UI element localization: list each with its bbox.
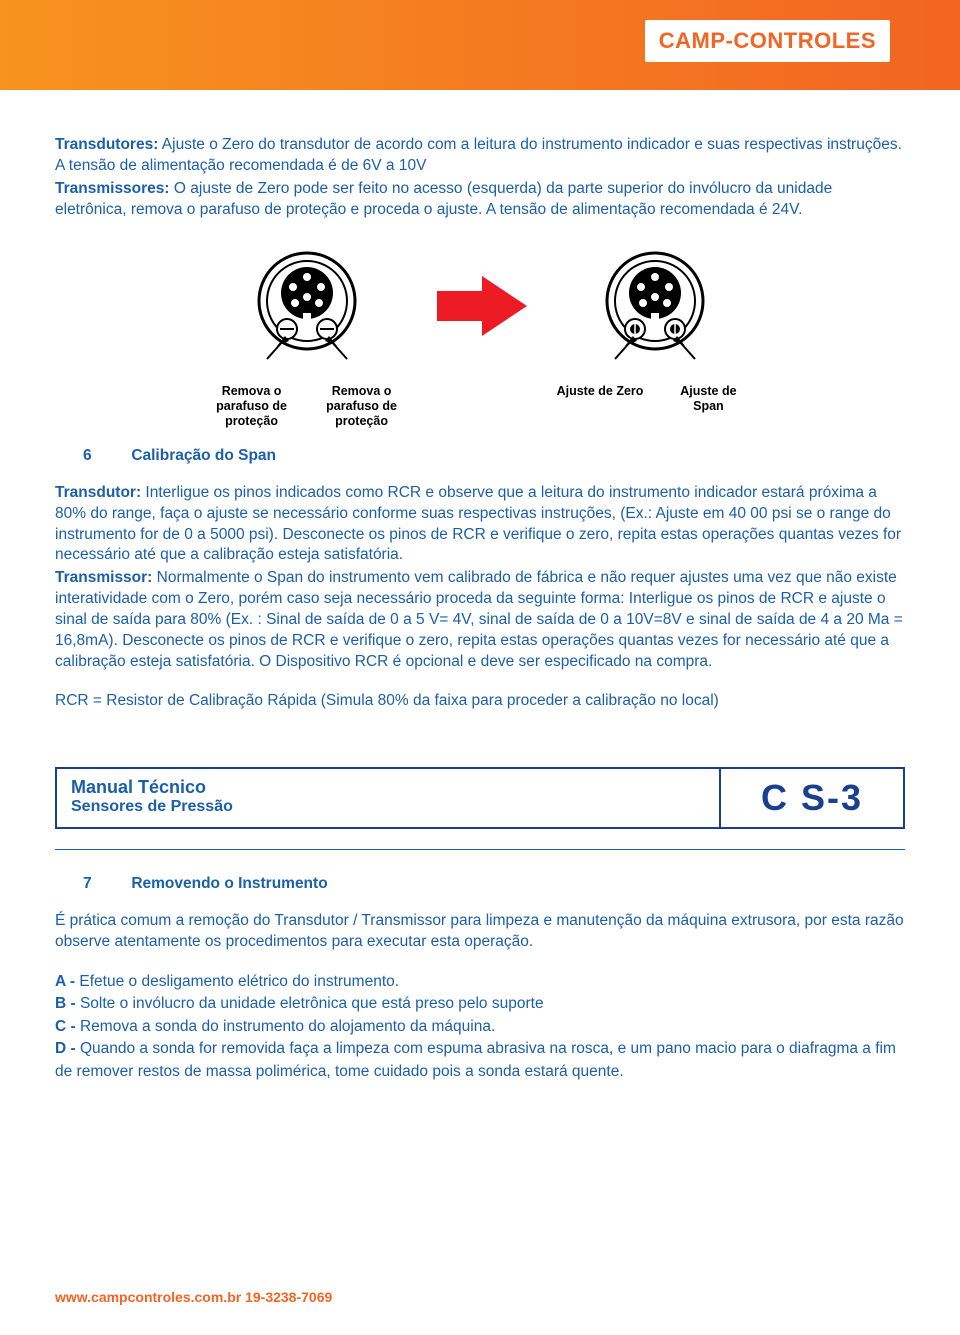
manual-title-1: Manual Técnico bbox=[71, 777, 705, 798]
s7-item-d: D - Quando a sonda for removida faça a l… bbox=[55, 1038, 905, 1083]
s7-item-a-key: A - bbox=[55, 973, 79, 990]
transdutores-label: Transdutores: bbox=[55, 136, 158, 153]
s6-transdutor-text: Interligue os pinos indicados como RCR e… bbox=[55, 484, 901, 564]
connector-before: Remova o parafuso de proteção Remova o p… bbox=[207, 251, 407, 429]
s7-item-c-key: C - bbox=[55, 1018, 80, 1035]
section6-num: 6 bbox=[83, 447, 127, 465]
arrow-block bbox=[437, 251, 527, 361]
section7-list: A - Efetue o desligamento elétrico do in… bbox=[55, 971, 905, 1083]
manual-box-right: C S-3 bbox=[719, 769, 903, 827]
divider bbox=[55, 849, 905, 850]
section7-title: Removendo o Instrumento bbox=[131, 875, 327, 892]
s7-item-c: C - Remova a sonda do instrumento do alo… bbox=[55, 1016, 905, 1038]
arrow-icon bbox=[437, 276, 527, 336]
s7-item-c-text: Remova a sonda do instrumento do alojame… bbox=[80, 1018, 495, 1035]
connector-after: Ajuste de Zero Ajuste de Span bbox=[557, 251, 754, 414]
label-remove-screw-2: Remova o parafuso de proteção bbox=[317, 384, 407, 429]
logo-text: CAMP-CONTROLES bbox=[659, 28, 876, 53]
section7-intro: É prática comum a remoção do Transdutor … bbox=[55, 911, 905, 953]
section6-rcr-note: RCR = Resistor de Calibração Rápida (Sim… bbox=[55, 691, 905, 712]
s7-item-b-key: B - bbox=[55, 995, 80, 1012]
s6-transmissor-text: Normalmente o Span do instrumento vem ca… bbox=[55, 569, 903, 670]
page-content: Transdutores: Ajuste o Zero do transduto… bbox=[0, 90, 960, 1083]
section7-heading: 7 Removendo o Instrumento bbox=[83, 875, 905, 893]
footer-text: www.campcontroles.com.br 19-3238-7069 bbox=[55, 1289, 332, 1305]
label-adjust-zero: Ajuste de Zero bbox=[557, 384, 644, 414]
section6-title: Calibração do Span bbox=[131, 447, 276, 464]
manual-box-left: Manual Técnico Sensores de Pressão bbox=[57, 769, 719, 827]
section6-transmissor: Transmissor: Normalmente o Span do instr… bbox=[55, 568, 905, 673]
s7-item-a: A - Efetue o desligamento elétrico do in… bbox=[55, 971, 905, 993]
logo-box: CAMP-CONTROLES bbox=[645, 20, 890, 62]
transmissores-label: Transmissores: bbox=[55, 180, 170, 197]
label-remove-screw-1: Remova o parafuso de proteção bbox=[207, 384, 297, 429]
section7-num: 7 bbox=[83, 875, 127, 893]
manual-code: C S-3 bbox=[761, 777, 863, 819]
connector-before-labels: Remova o parafuso de proteção Remova o p… bbox=[207, 384, 407, 429]
manual-title-2: Sensores de Pressão bbox=[71, 798, 705, 816]
s7-item-b-text: Solte o invólucro da unidade eletrônica … bbox=[80, 995, 544, 1012]
connector-before-svg bbox=[217, 251, 397, 376]
section6-transdutor: Transdutor: Interligue os pinos indicado… bbox=[55, 483, 905, 567]
s7-item-d-text: Quando a sonda for removida faça a limpe… bbox=[55, 1040, 896, 1079]
section6-heading: 6 Calibração do Span bbox=[83, 447, 905, 465]
connector-after-svg bbox=[565, 251, 745, 376]
s7-item-a-text: Efetue o desligamento elétrico do instru… bbox=[79, 973, 399, 990]
intro-transmissores: Transmissores: O ajuste de Zero pode ser… bbox=[55, 179, 905, 221]
manual-box: Manual Técnico Sensores de Pressão C S-3 bbox=[55, 767, 905, 829]
s6-transdutor-label: Transdutor: bbox=[55, 484, 141, 501]
s6-transmissor-label: Transmissor: bbox=[55, 569, 152, 586]
connector-after-labels: Ajuste de Zero Ajuste de Span bbox=[557, 384, 754, 414]
label-adjust-span: Ajuste de Span bbox=[663, 384, 753, 414]
s7-item-d-key: D - bbox=[55, 1040, 80, 1057]
transmissores-text: O ajuste de Zero pode ser feito no acess… bbox=[55, 180, 832, 218]
s7-item-b: B - Solte o invólucro da unidade eletrôn… bbox=[55, 993, 905, 1015]
header-bar: CAMP-CONTROLES bbox=[0, 0, 960, 90]
transdutores-text: Ajuste o Zero do transdutor de acordo co… bbox=[55, 136, 902, 174]
intro-transdutores: Transdutores: Ajuste o Zero do transduto… bbox=[55, 135, 905, 177]
connector-diagram: Remova o parafuso de proteção Remova o p… bbox=[55, 251, 905, 429]
